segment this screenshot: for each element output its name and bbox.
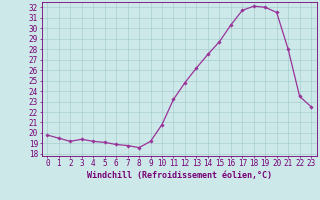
X-axis label: Windchill (Refroidissement éolien,°C): Windchill (Refroidissement éolien,°C) xyxy=(87,171,272,180)
